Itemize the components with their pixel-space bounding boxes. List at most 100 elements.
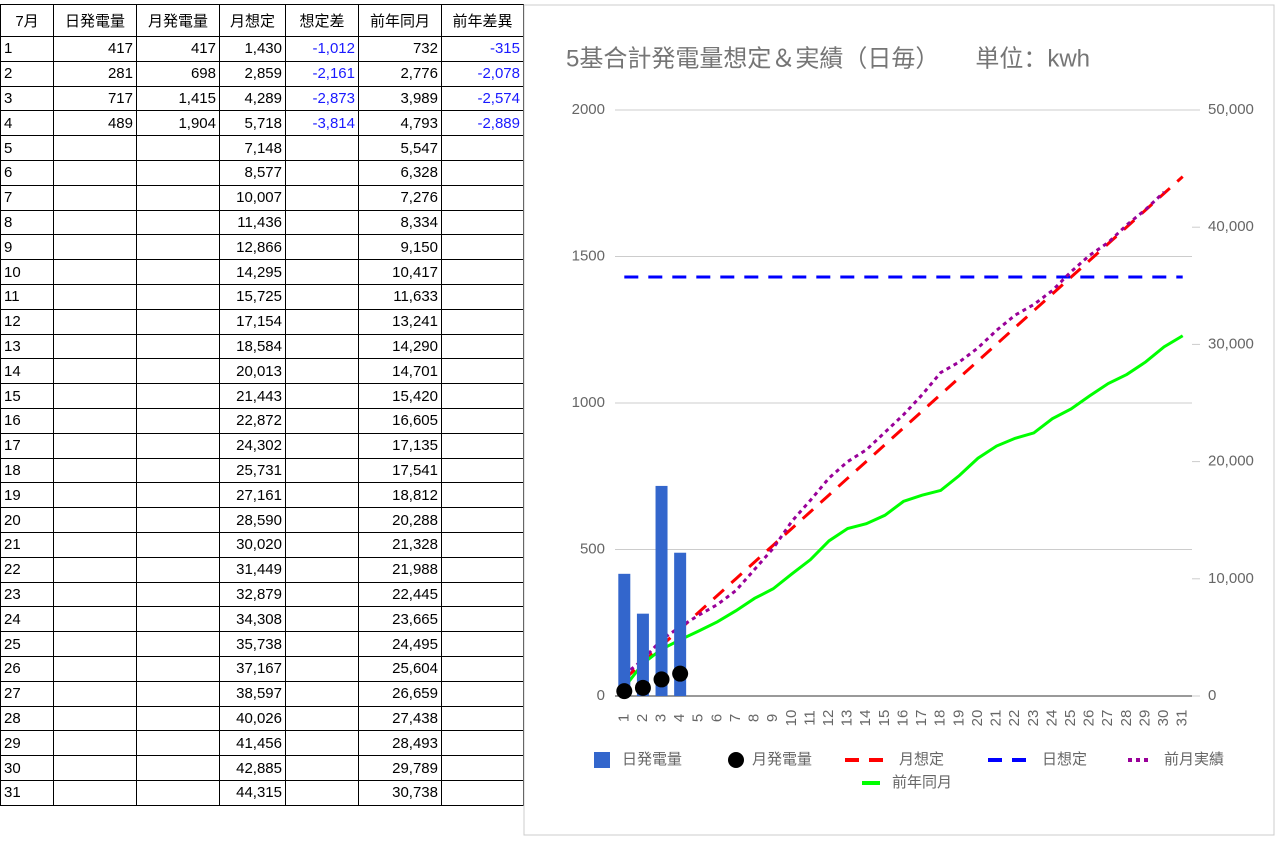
cell: 15 xyxy=(0,383,54,409)
x-tick-label: 8 xyxy=(746,714,763,722)
cell: 28,590 xyxy=(219,507,286,533)
chart-title: 5基合計発電量想定＆実績（日毎） 単位：kwh xyxy=(566,45,1090,72)
row: 21 30,020 21,328 xyxy=(0,531,524,558)
cell: 27,161 xyxy=(219,482,286,509)
x-tick-label: 17 xyxy=(913,710,930,727)
cell: 698 xyxy=(136,60,220,87)
cell: 30 xyxy=(0,755,54,781)
data-table: 7月 日発電量 月発電量 月想定 想定差 前年同月 前年差異 1 417 417 1,430 -1,0… xyxy=(0,4,524,806)
cell xyxy=(441,705,524,732)
x-tick-label: 18 xyxy=(932,710,949,727)
cell: 16,605 xyxy=(358,407,442,434)
x-tick-label: 6 xyxy=(708,714,725,722)
cell xyxy=(53,705,137,732)
legend-swatch xyxy=(728,752,744,768)
head: 7月 日発電量 月発電量 月想定 想定差 前年同月 前年差異 xyxy=(0,4,524,37)
x-tick-label: 21 xyxy=(988,710,1005,727)
cell xyxy=(441,755,524,781)
cell: 8,577 xyxy=(219,159,286,186)
cell: 25 xyxy=(0,631,54,657)
y2-tick-label: 30,000 xyxy=(1208,335,1254,352)
bar xyxy=(636,613,649,696)
cell xyxy=(136,655,220,682)
cell: 31,449 xyxy=(219,556,286,583)
cell: 25,731 xyxy=(219,457,286,484)
cell xyxy=(136,556,220,583)
row: 30 42,885 29,789 xyxy=(0,755,524,781)
cell: 10,417 xyxy=(358,259,442,285)
cell: 14,701 xyxy=(358,358,442,385)
y-tick-label: 0 xyxy=(597,687,605,704)
cell: 10 xyxy=(0,259,54,285)
cell: -1,012 xyxy=(285,36,359,62)
cell: 732 xyxy=(358,36,442,62)
cell: 30,020 xyxy=(219,531,286,558)
x-tick-label: 1 xyxy=(615,714,632,722)
cell: 41,456 xyxy=(219,730,286,757)
x-tick-label: 27 xyxy=(1099,710,1116,727)
row: 28 40,026 27,438 xyxy=(0,705,524,732)
cell: 23,665 xyxy=(358,606,442,633)
cell: 18,812 xyxy=(358,482,442,509)
x-tick-label: 11 xyxy=(801,710,818,726)
cell: 24,302 xyxy=(219,432,286,459)
cell xyxy=(136,755,220,781)
cell xyxy=(285,333,359,360)
cell: 月想定 xyxy=(219,4,286,37)
cell xyxy=(441,457,524,484)
cell xyxy=(136,730,220,757)
cell xyxy=(285,755,359,781)
cell: 35,738 xyxy=(219,631,286,657)
y-tick-label: 2000 xyxy=(572,101,605,118)
legend-label: 日発電量 xyxy=(622,751,682,768)
cell xyxy=(285,581,359,608)
y-tick-label: 500 xyxy=(580,540,605,557)
legend-swatch xyxy=(594,752,610,768)
cell: 5,718 xyxy=(219,110,286,137)
y2-tick-label: 40,000 xyxy=(1208,218,1254,235)
x-tick-label: 22 xyxy=(1006,710,1023,727)
cell: 26,659 xyxy=(358,680,442,707)
cell: 23 xyxy=(0,581,54,608)
row: 26 37,167 25,604 xyxy=(0,655,524,682)
bar xyxy=(674,552,687,696)
point xyxy=(634,679,651,696)
cell xyxy=(441,333,524,360)
cell xyxy=(441,730,524,757)
cell: 717 xyxy=(53,85,137,112)
cell xyxy=(53,259,137,285)
cell xyxy=(285,606,359,633)
cell xyxy=(441,407,524,434)
cell: 14 xyxy=(0,358,54,385)
cell: 38,597 xyxy=(219,680,286,707)
row: 17 24,302 17,135 xyxy=(0,432,524,459)
y2-tick-label: 0 xyxy=(1208,687,1216,704)
row: 31 44,315 30,738 xyxy=(0,779,524,806)
cell: 20,013 xyxy=(219,358,286,385)
cell xyxy=(441,680,524,707)
x-tick-label: 26 xyxy=(1081,710,1098,727)
cell xyxy=(441,655,524,682)
x-tick-label: 28 xyxy=(1118,710,1135,727)
cell: 15,420 xyxy=(358,383,442,409)
row: 18 25,731 17,541 xyxy=(0,457,524,484)
cell: 6,328 xyxy=(358,159,442,186)
cell: 7,148 xyxy=(219,135,286,161)
cell xyxy=(53,184,137,211)
cell xyxy=(285,655,359,682)
row: 24 34,308 23,665 xyxy=(0,606,524,633)
bar xyxy=(618,573,631,696)
cell: 日発電量 xyxy=(53,4,137,37)
line xyxy=(623,190,1166,677)
x-tick-label: 16 xyxy=(894,710,911,727)
cell xyxy=(136,308,220,335)
cell xyxy=(53,383,137,409)
cell xyxy=(441,606,524,633)
cell xyxy=(136,482,220,509)
cell xyxy=(136,383,220,409)
cell: 13,241 xyxy=(358,308,442,335)
cell xyxy=(285,531,359,558)
row: 1 417 417 1,430 -1,012 732 -315 xyxy=(0,36,524,62)
row: 16 22,872 16,605 xyxy=(0,407,524,434)
